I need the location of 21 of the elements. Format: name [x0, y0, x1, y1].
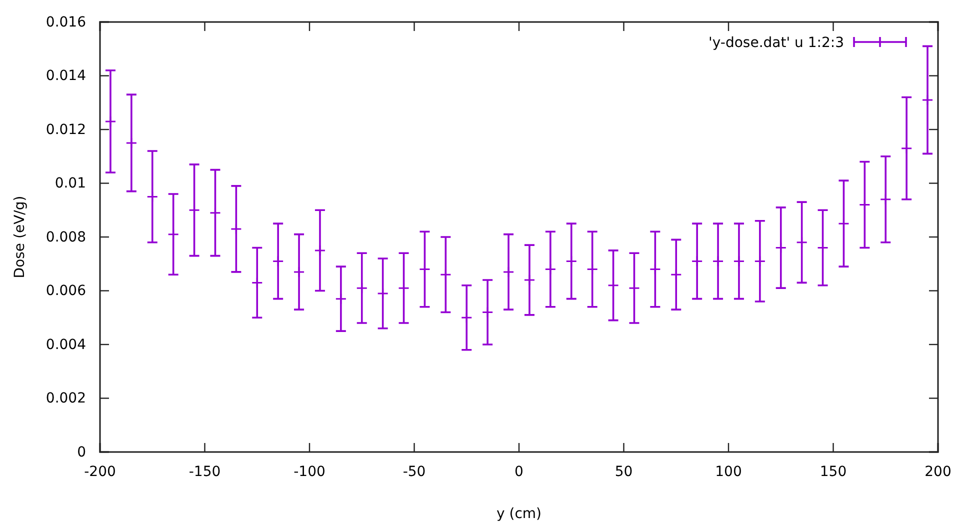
x-tick-label: 50	[614, 464, 633, 480]
x-tick-label: 200	[924, 464, 952, 480]
x-axis-title: y (cm)	[496, 506, 542, 522]
x-tick-label: 100	[715, 464, 742, 480]
legend-label: 'y-dose.dat' u 1:2:3	[708, 35, 844, 51]
x-tick-label: -100	[294, 464, 326, 480]
y-tick-label: 0.006	[46, 283, 86, 300]
x-tick-label: 150	[820, 464, 847, 480]
x-tick-label: -200	[84, 464, 116, 480]
y-axis-title: Dose (eV/g)	[12, 196, 28, 278]
y-tick-label: 0.01	[54, 176, 86, 192]
x-tick-label: -50	[402, 464, 426, 480]
y-tick-label: 0	[77, 444, 86, 460]
y-tick-label: 0.008	[46, 229, 86, 246]
y-tick-label: 0.002	[46, 390, 86, 407]
y-tick-label: 0.012	[46, 122, 86, 138]
y-tick-label: 0.004	[46, 336, 86, 353]
y-tick-label: 0.014	[46, 68, 86, 84]
y-tick-label: 0.016	[46, 14, 86, 30]
x-tick-label: 0	[514, 464, 524, 480]
x-tick-label: -150	[188, 464, 221, 480]
